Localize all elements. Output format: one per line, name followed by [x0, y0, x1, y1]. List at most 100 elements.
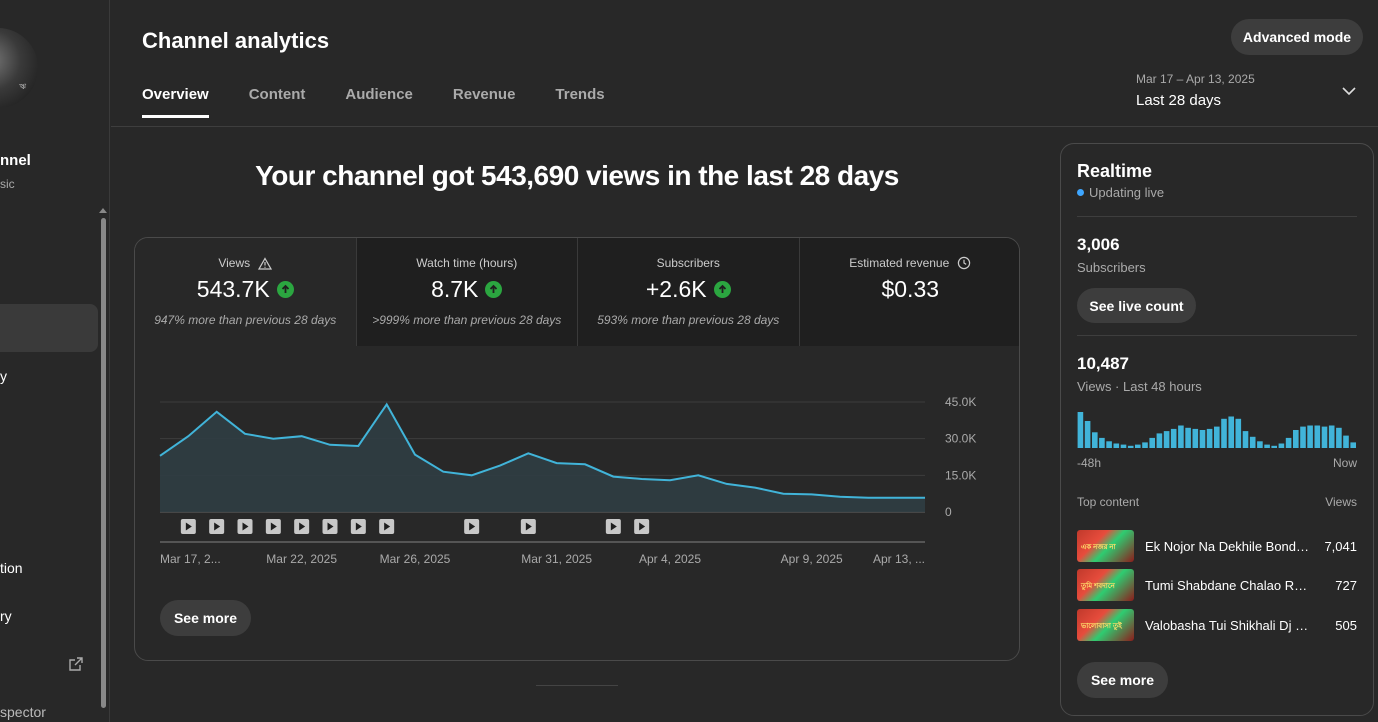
top-content-item[interactable]: তুমি শবদানে Tumi Shabdane Chalao Re … 72… [1077, 569, 1357, 601]
video-thumbnail[interactable]: এক নজর না [1077, 530, 1134, 562]
see-live-count-button[interactable]: See live count [1077, 288, 1196, 323]
metric-revenue[interactable]: Estimated revenue $0.33 [799, 238, 1019, 346]
tab-content[interactable]: Content [248, 86, 306, 103]
live-dot-icon [1077, 189, 1084, 196]
realtime-bar[interactable] [1336, 427, 1342, 448]
divider [536, 685, 618, 686]
see-more-button[interactable]: See more [160, 600, 251, 636]
realtime-bar[interactable] [1092, 432, 1098, 448]
metric-watch-time[interactable]: Watch time (hours) 8.7K >999% more than … [356, 238, 578, 346]
warning-icon[interactable] [258, 256, 273, 270]
data-point [470, 474, 473, 477]
scroll-up-arrow-icon[interactable] [99, 208, 107, 213]
sidebar-item-label[interactable]: y [0, 368, 7, 384]
play-icon [639, 522, 646, 531]
see-more-top-content-button[interactable]: See more [1077, 662, 1168, 698]
video-thumbnail[interactable]: ভালোবাসা তুই [1077, 609, 1134, 641]
thumbnail-text: তুমি শবদানে [1081, 583, 1115, 590]
realtime-bar[interactable] [1228, 416, 1234, 449]
realtime-bar[interactable] [1314, 425, 1321, 449]
chevron-down-icon[interactable] [1340, 84, 1358, 98]
realtime-bar[interactable] [1293, 430, 1299, 448]
realtime-bar[interactable] [1135, 444, 1141, 448]
top-content-item[interactable]: এক নজর না Ek Nojor Na Dekhile Bond… 7,04… [1077, 530, 1357, 562]
video-views: 727 [1335, 577, 1357, 593]
realtime-bar[interactable] [1206, 428, 1213, 448]
realtime-bar[interactable] [1264, 444, 1270, 448]
data-point [414, 453, 417, 456]
data-point [612, 475, 615, 478]
realtime-bar[interactable] [1307, 425, 1313, 449]
realtime-bar[interactable] [1178, 425, 1184, 449]
top-content-label: Top content [1077, 495, 1140, 509]
external-link-icon[interactable] [68, 656, 84, 672]
y-tick-label: 30.0K [945, 432, 976, 446]
play-icon [327, 522, 334, 531]
x-tick-label: Apr 4, 2025 [639, 552, 701, 566]
video-thumbnail[interactable]: তুমি শবদানে [1077, 569, 1134, 601]
y-tick-label: 15.0K [945, 468, 976, 482]
tab-trends[interactable]: Trends [555, 86, 605, 103]
realtime-bar[interactable] [1113, 443, 1120, 449]
realtime-bar[interactable] [1185, 427, 1191, 448]
sidebar-item-analytics[interactable] [0, 304, 98, 352]
video-views: 505 [1335, 617, 1357, 633]
sidebar-item-label[interactable]: ry [0, 608, 12, 624]
sidebar-item-label[interactable]: tion [0, 560, 23, 576]
x-tick-label: Mar 26, 2025 [380, 552, 451, 566]
video-title[interactable]: Ek Nojor Na Dekhile Bond… [1145, 538, 1310, 554]
realtime-bar[interactable] [1077, 412, 1084, 448]
realtime-bar[interactable] [1271, 445, 1277, 448]
video-title[interactable]: Valobasha Tui Shikhali Dj | … [1145, 617, 1310, 633]
realtime-bar[interactable] [1278, 443, 1285, 449]
overview-card: Views 543.7K 947% more than previous 28 … [134, 237, 1020, 661]
realtime-bar[interactable] [1170, 428, 1177, 448]
tab-audience[interactable]: Audience [345, 86, 413, 103]
video-title[interactable]: Tumi Shabdane Chalao Re … [1145, 577, 1310, 593]
tab-overview[interactable]: Overview [142, 86, 209, 118]
realtime-bar[interactable] [1242, 431, 1249, 448]
realtime-bar[interactable] [1106, 441, 1112, 448]
realtime-bar[interactable] [1163, 431, 1170, 448]
metric-subscribers[interactable]: Subscribers +2.6K 593% more than previou… [578, 238, 800, 346]
realtime-bar[interactable] [1192, 428, 1199, 448]
arrow-up-icon [485, 281, 503, 298]
realtime-bar[interactable] [1257, 441, 1263, 448]
channel-avatar[interactable]: ঋ [0, 28, 38, 108]
views-chart: 45.0K 30.0K 15.0K 0 Mar 17, 2... Mar 22, 2025… [135, 346, 1019, 586]
realtime-views-label: Views · Last 48 hours [1077, 379, 1202, 394]
sidebar-scrollbar[interactable] [101, 218, 106, 708]
realtime-bar[interactable] [1285, 437, 1292, 448]
realtime-bar[interactable] [1350, 442, 1356, 448]
realtime-bar[interactable] [1142, 442, 1148, 448]
realtime-bar[interactable] [1127, 445, 1134, 448]
realtime-views-chart [1077, 412, 1356, 449]
data-point [669, 479, 672, 482]
y-tick-label: 0 [945, 505, 952, 519]
realtime-bar[interactable] [1199, 430, 1206, 448]
realtime-bar[interactable] [1120, 444, 1127, 448]
date-range-picker[interactable]: Mar 17 – Apr 13, 2025 Last 28 days [1136, 72, 1255, 109]
realtime-bar[interactable] [1300, 426, 1306, 448]
clock-icon[interactable] [957, 256, 971, 270]
sidebar-item-label[interactable]: spector [0, 704, 46, 720]
realtime-bar[interactable] [1099, 437, 1105, 448]
play-icon [270, 522, 277, 531]
metric-views[interactable]: Views 543.7K 947% more than previous 28 … [135, 238, 357, 346]
realtime-bar[interactable] [1084, 421, 1091, 448]
realtime-bar[interactable] [1156, 433, 1163, 448]
realtime-bar[interactable] [1249, 436, 1256, 448]
tab-revenue[interactable]: Revenue [452, 86, 516, 103]
play-icon [185, 522, 192, 531]
realtime-bar[interactable] [1235, 418, 1242, 448]
top-content-item[interactable]: ভালোবাসা তুই Valobasha Tui Shikhali Dj |… [1077, 609, 1357, 641]
metric-value: 8.7K [431, 276, 479, 302]
advanced-mode-button[interactable]: Advanced mode [1231, 19, 1363, 55]
x-tick-label: Apr 9, 2025 [781, 552, 843, 566]
realtime-bar[interactable] [1343, 435, 1349, 448]
realtime-bar[interactable] [1221, 418, 1227, 448]
realtime-bar[interactable] [1321, 426, 1328, 448]
realtime-bar[interactable] [1214, 426, 1220, 448]
realtime-bar[interactable] [1149, 437, 1155, 448]
realtime-bar[interactable] [1328, 425, 1335, 449]
